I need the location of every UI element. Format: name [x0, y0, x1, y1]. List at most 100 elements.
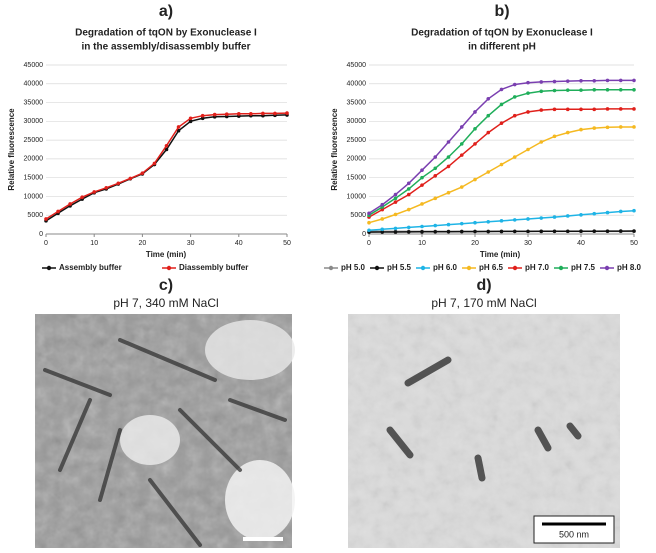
data-point	[565, 130, 570, 135]
y-tick-label: 15000	[347, 175, 367, 182]
data-point	[552, 229, 557, 234]
micrograph-fiber	[178, 408, 242, 472]
data-point	[592, 87, 597, 92]
legend-label: pH 5.5	[387, 263, 412, 272]
scale-bar-box	[533, 515, 615, 544]
data-point	[565, 214, 570, 218]
data-point	[459, 153, 464, 157]
legend-marker	[328, 265, 334, 271]
data-point	[164, 147, 169, 152]
data-point	[539, 80, 544, 84]
data-point	[420, 202, 424, 206]
data-point	[552, 88, 557, 93]
legend-label: pH 7.0	[525, 263, 550, 272]
data-point	[512, 82, 517, 87]
chart-title: in different pH	[468, 42, 536, 53]
data-point	[433, 223, 438, 228]
y-tick-label: 5000	[350, 212, 366, 219]
data-point	[380, 202, 385, 207]
data-point	[486, 97, 491, 101]
y-tick-label: 20000	[347, 156, 367, 163]
data-point	[539, 229, 544, 234]
y-tick-label: 10000	[347, 193, 367, 200]
legend-label: pH 8.0	[617, 263, 642, 272]
x-tick-label: 40	[577, 240, 585, 247]
data-point	[552, 79, 557, 84]
micrograph-light-area	[205, 320, 295, 380]
data-point	[473, 142, 477, 146]
data-point	[459, 229, 464, 234]
data-point	[393, 212, 398, 217]
micrograph-caption: pH 7, 340 mM NaCl	[113, 296, 218, 310]
data-point	[393, 196, 398, 201]
data-point	[499, 121, 504, 126]
x-tick-label: 50	[630, 240, 638, 247]
data-point	[618, 78, 623, 83]
scale-bar-label: 500 nm	[559, 529, 589, 539]
micrograph-fiber	[58, 398, 92, 472]
micrograph-light-area	[225, 460, 295, 540]
data-point	[486, 170, 491, 174]
data-point	[116, 181, 121, 186]
data-point	[200, 113, 205, 118]
x-tick-label: 10	[90, 240, 98, 247]
data-point	[565, 229, 570, 234]
x-tick-label: 20	[471, 240, 479, 247]
data-point	[393, 226, 398, 231]
data-point	[406, 187, 411, 191]
data-point	[393, 230, 398, 234]
data-point	[367, 220, 371, 225]
data-point	[499, 87, 504, 92]
data-point	[446, 164, 451, 169]
data-point	[632, 229, 636, 233]
x-axis-label: Time (min)	[480, 250, 521, 259]
legend-label: pH 6.5	[479, 263, 504, 272]
data-point	[380, 227, 385, 232]
y-tick-label: 40000	[24, 81, 44, 88]
y-tick-label: 40000	[347, 81, 367, 88]
data-point	[565, 88, 570, 92]
data-point	[539, 89, 544, 94]
data-point	[486, 229, 491, 234]
y-tick-label: 45000	[24, 62, 44, 69]
panel-label: d)	[476, 277, 491, 294]
data-point	[128, 176, 133, 181]
data-point	[140, 171, 145, 175]
data-point	[579, 213, 583, 217]
data-point	[579, 229, 583, 234]
legend-marker	[512, 265, 518, 271]
chart-title: Degradation of tqON by Exonuclease I	[75, 28, 257, 39]
data-point	[176, 125, 181, 129]
data-point	[420, 183, 424, 187]
micrograph-light-area	[120, 415, 180, 465]
data-point	[618, 107, 623, 111]
x-tick-label: 0	[44, 240, 48, 247]
data-point	[526, 147, 530, 152]
micrograph-fiber	[566, 422, 582, 440]
y-tick-label: 35000	[347, 99, 367, 106]
y-axis-label: Relative fluorescence	[7, 108, 16, 191]
data-point	[618, 229, 623, 233]
data-point	[565, 79, 570, 83]
data-point	[632, 125, 636, 129]
chart-title: in the assembly/disassembly buffer	[82, 42, 251, 53]
y-tick-label: 25000	[24, 137, 44, 144]
legend-label: Diassembly buffer	[179, 263, 248, 272]
data-point	[605, 210, 610, 215]
data-point	[499, 219, 504, 223]
series-line	[45, 114, 288, 222]
data-point	[512, 95, 517, 99]
data-point	[406, 225, 411, 230]
data-point	[473, 229, 477, 234]
data-point	[420, 230, 424, 234]
data-point	[367, 228, 371, 233]
data-point	[592, 78, 597, 83]
data-point	[80, 195, 84, 199]
micrograph-fiber	[474, 454, 486, 482]
data-point	[565, 107, 570, 112]
micrograph-fiber	[386, 426, 414, 459]
data-point	[605, 87, 610, 92]
data-point	[526, 229, 530, 234]
y-tick-label: 45000	[347, 62, 367, 69]
data-point	[446, 190, 451, 195]
